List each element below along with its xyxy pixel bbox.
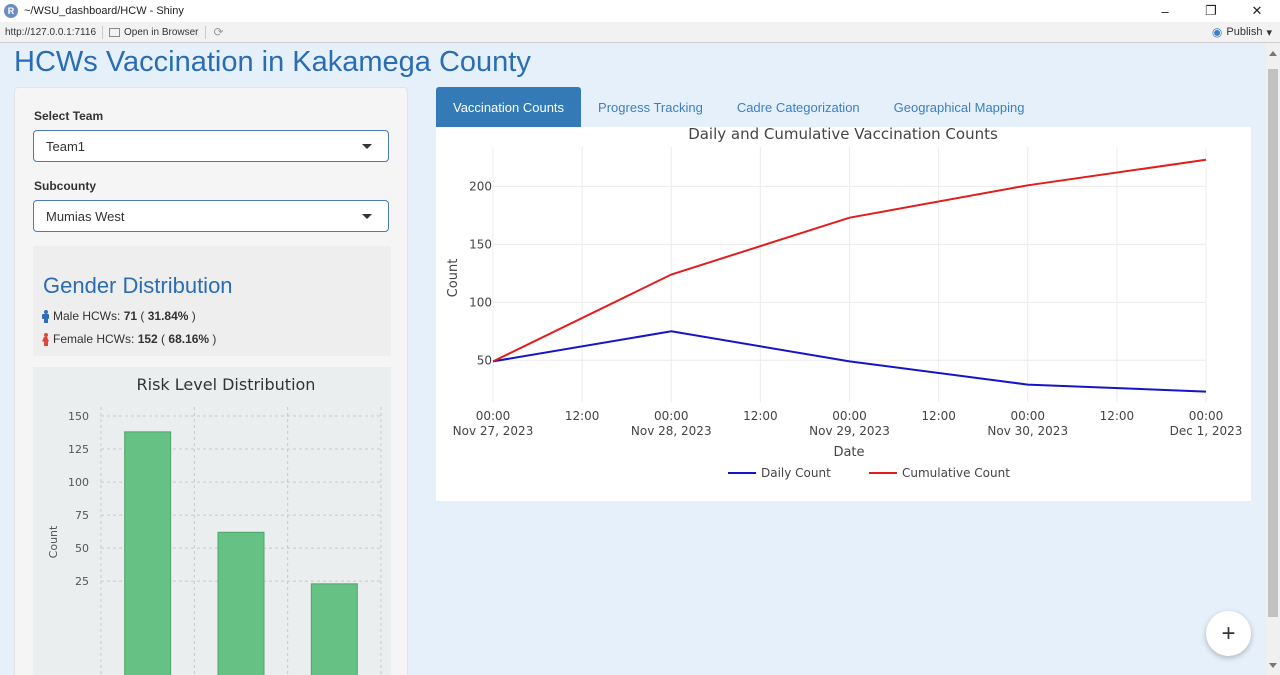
open-in-browser-label: Open in Browser bbox=[124, 26, 199, 38]
risk-chart-title: Risk Level Distribution bbox=[137, 375, 316, 394]
gender-distribution-box: Gender Distribution Male HCWs: 71 ( 31.8… bbox=[33, 246, 391, 356]
x-tick-label: 12:00 bbox=[921, 409, 956, 423]
publish-icon: ◉ bbox=[1211, 25, 1223, 39]
tab-progress-tracking[interactable]: Progress Tracking bbox=[598, 99, 703, 115]
x-tick-label: 12:00 bbox=[1100, 409, 1135, 423]
legend-label: Cumulative Count bbox=[902, 466, 1010, 480]
x-axis-title: Date bbox=[833, 445, 864, 460]
x-tick-date-label: Nov 28, 2023 bbox=[631, 424, 712, 438]
female-icon bbox=[41, 332, 50, 346]
team-select-value: Team1 bbox=[46, 138, 86, 154]
y-tick-label: 100 bbox=[68, 476, 89, 489]
female-label: Female HCWs: bbox=[53, 332, 135, 346]
x-tick-date-label: Nov 27, 2023 bbox=[453, 424, 534, 438]
toolbar-divider bbox=[204, 25, 206, 39]
y-tick-label: 200 bbox=[469, 179, 492, 193]
tab-vaccination-counts[interactable]: Vaccination Counts bbox=[436, 87, 582, 127]
scroll-up-icon[interactable] bbox=[1269, 51, 1277, 56]
chart-title: Daily and Cumulative Vaccination Counts bbox=[688, 127, 998, 143]
cumulative-count-line bbox=[492, 158, 1207, 363]
subcounty-label: Subcounty bbox=[34, 179, 96, 193]
page-title: HCWs Vaccination in Kakamega County bbox=[14, 46, 531, 78]
x-tick-label: 00:00 bbox=[1189, 409, 1224, 423]
gender-title: Gender Distribution bbox=[43, 273, 233, 298]
male-label: Male HCWs: bbox=[53, 309, 121, 323]
y-tick-label: 125 bbox=[68, 443, 89, 456]
caret-down-icon bbox=[362, 144, 372, 149]
y-tick-label: 25 bbox=[75, 575, 89, 588]
restore-button[interactable]: ❐ bbox=[1205, 3, 1217, 18]
close-button[interactable]: ✕ bbox=[1251, 3, 1263, 18]
publish-label: Publish bbox=[1226, 26, 1263, 38]
tab-geographical-mapping[interactable]: Geographical Mapping bbox=[893, 99, 1025, 115]
x-tick-label: 00:00 bbox=[1010, 409, 1045, 423]
y-tick-label: 75 bbox=[75, 509, 89, 522]
male-count: 71 bbox=[123, 309, 138, 323]
scrollbar-thumb[interactable] bbox=[1268, 69, 1278, 617]
y-tick-label: 50 bbox=[75, 542, 89, 555]
page-scrollbar[interactable] bbox=[1266, 43, 1280, 675]
risk-bar bbox=[310, 583, 358, 675]
scroll-down-icon[interactable] bbox=[1269, 663, 1277, 668]
risk-bar bbox=[217, 531, 265, 675]
viewer-toolbar: http://127.0.0.1:7116 Open in Browser ⟳ … bbox=[0, 22, 1280, 43]
team-select[interactable]: Team1 bbox=[33, 130, 389, 162]
y-tick-label: 150 bbox=[68, 410, 89, 423]
window-controls: – ❐ ✕ bbox=[1142, 0, 1280, 22]
female-row: Female HCWs: 152 ( 68.16% ) bbox=[41, 332, 216, 346]
x-tick-label: 00:00 bbox=[832, 409, 867, 423]
add-button[interactable]: + bbox=[1206, 611, 1251, 656]
team-label: Select Team bbox=[34, 109, 104, 123]
y-axis-title: Count bbox=[446, 259, 461, 298]
x-tick-label: 00:00 bbox=[654, 409, 689, 423]
open-in-browser-button[interactable]: Open in Browser bbox=[109, 26, 199, 38]
subcounty-select-value: Mumias West bbox=[46, 208, 125, 224]
window-titlebar: R ~/WSU_dashboard/HCW - Shiny – ❐ ✕ bbox=[0, 0, 1280, 22]
main-tabs: Vaccination Counts Progress Tracking Cad… bbox=[436, 87, 1041, 127]
toolbar-divider bbox=[102, 25, 104, 39]
vaccination-line-chart: Daily and Cumulative Vaccination Counts 5… bbox=[446, 127, 1243, 480]
male-percent: 31.84% bbox=[147, 309, 189, 323]
subcounty-select[interactable]: Mumias West bbox=[33, 200, 389, 232]
minimize-button[interactable]: – bbox=[1161, 3, 1169, 19]
y-tick-label: 50 bbox=[477, 353, 492, 367]
rstudio-logo-icon: R bbox=[4, 4, 18, 18]
risk-level-chart: Risk Level Distribution 25 50 75 100 125 150 Co… bbox=[47, 375, 382, 675]
x-tick-label: 12:00 bbox=[565, 409, 600, 423]
tab-cadre-categorization[interactable]: Cadre Categorization bbox=[736, 99, 860, 115]
x-tick-label: 12:00 bbox=[743, 409, 778, 423]
risk-bar bbox=[124, 431, 172, 675]
y-axis-title: Count bbox=[47, 525, 60, 558]
female-count: 152 bbox=[137, 332, 158, 346]
sidebar-panel: Select Team Team1 Subcounty Mumias West … bbox=[14, 87, 408, 675]
male-icon bbox=[41, 309, 50, 323]
legend-label: Daily Count bbox=[761, 466, 831, 480]
publish-button[interactable]: ◉ Publish ▾ bbox=[1212, 25, 1272, 39]
y-tick-label: 150 bbox=[469, 237, 492, 251]
x-tick-date-label: Nov 29, 2023 bbox=[809, 424, 890, 438]
url-text: http://127.0.0.1:7116 bbox=[5, 26, 97, 38]
browser-window-icon bbox=[109, 27, 121, 37]
y-tick-label: 100 bbox=[469, 295, 492, 309]
female-percent: 68.16% bbox=[168, 332, 210, 346]
caret-down-icon bbox=[362, 214, 372, 219]
x-tick-date-label: Nov 30, 2023 bbox=[987, 424, 1068, 438]
male-row: Male HCWs: 71 ( 31.84% ) bbox=[41, 309, 196, 323]
vaccination-chart-panel: Daily and Cumulative Vaccination Counts 5… bbox=[436, 127, 1251, 501]
chevron-down-icon: ▾ bbox=[1266, 26, 1272, 39]
x-tick-label: 00:00 bbox=[476, 409, 511, 423]
daily-count-line bbox=[492, 330, 1207, 393]
window-title: ~/WSU_dashboard/HCW - Shiny bbox=[24, 5, 184, 17]
risk-level-chart-box: Risk Level Distribution 25 50 75 100 125 150 Co… bbox=[33, 367, 391, 675]
x-tick-date-label: Dec 1, 2023 bbox=[1170, 424, 1243, 438]
refresh-icon[interactable]: ⟳ bbox=[213, 25, 224, 39]
